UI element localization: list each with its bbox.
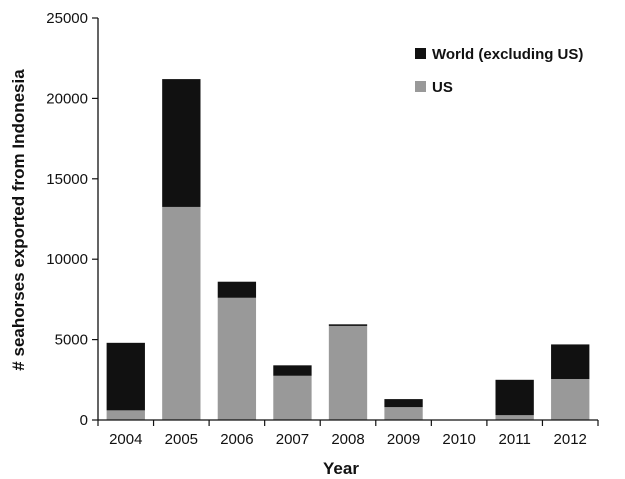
y-tick-label: 10000 xyxy=(46,251,88,268)
bar-world-2007 xyxy=(273,365,311,375)
bar-us-2004 xyxy=(107,410,145,420)
legend-swatch-us xyxy=(415,81,426,92)
y-tick-label: 5000 xyxy=(55,332,88,349)
x-tick-label-2012: 2012 xyxy=(554,431,587,448)
bar-us-2005 xyxy=(162,207,200,420)
y-tick-label: 25000 xyxy=(46,10,88,27)
bar-world-2005 xyxy=(162,79,200,207)
bar-us-2012 xyxy=(551,379,589,420)
y-tick-label: 15000 xyxy=(46,171,88,188)
x-axis-title: Year xyxy=(323,459,359,478)
y-tick-label: 20000 xyxy=(46,90,88,107)
x-tick-label-2006: 2006 xyxy=(220,431,253,448)
bar-us-2007 xyxy=(273,376,311,420)
x-tick-label-2008: 2008 xyxy=(331,431,364,448)
bar-us-2009 xyxy=(384,407,422,420)
x-tick-label-2009: 2009 xyxy=(387,431,420,448)
bar-world-2009 xyxy=(384,399,422,407)
x-tick-label-2004: 2004 xyxy=(109,431,142,448)
bar-world-2012 xyxy=(551,344,589,379)
bars-group xyxy=(107,79,590,420)
bar-us-2008 xyxy=(329,326,367,420)
legend-label-us: US xyxy=(432,79,453,96)
legend-label-world: World (excluding US) xyxy=(432,46,583,63)
x-ticks-group: 2004 2005 2006 2007 2008 2009 2010 2011 2012 xyxy=(98,420,598,448)
x-tick-label-2005: 2005 xyxy=(165,431,198,448)
bar-us-2011 xyxy=(496,415,534,420)
bar-world-2006 xyxy=(218,282,256,298)
legend-swatch-world xyxy=(415,48,426,59)
legend: World (excluding US) US xyxy=(415,46,583,96)
y-ticks-group: 0 5000 10000 15000 20000 25000 xyxy=(46,10,98,429)
y-axis-title: # seahorses exported from Indonesia xyxy=(9,69,28,371)
x-tick-label-2007: 2007 xyxy=(276,431,309,448)
x-tick-label-2011: 2011 xyxy=(499,431,531,448)
x-tick-label-2010: 2010 xyxy=(442,431,475,448)
bar-world-2004 xyxy=(107,343,145,411)
bar-world-2011 xyxy=(496,380,534,415)
bar-world-2008 xyxy=(329,324,367,326)
bar-us-2006 xyxy=(218,298,256,420)
y-tick-label: 0 xyxy=(80,412,88,429)
